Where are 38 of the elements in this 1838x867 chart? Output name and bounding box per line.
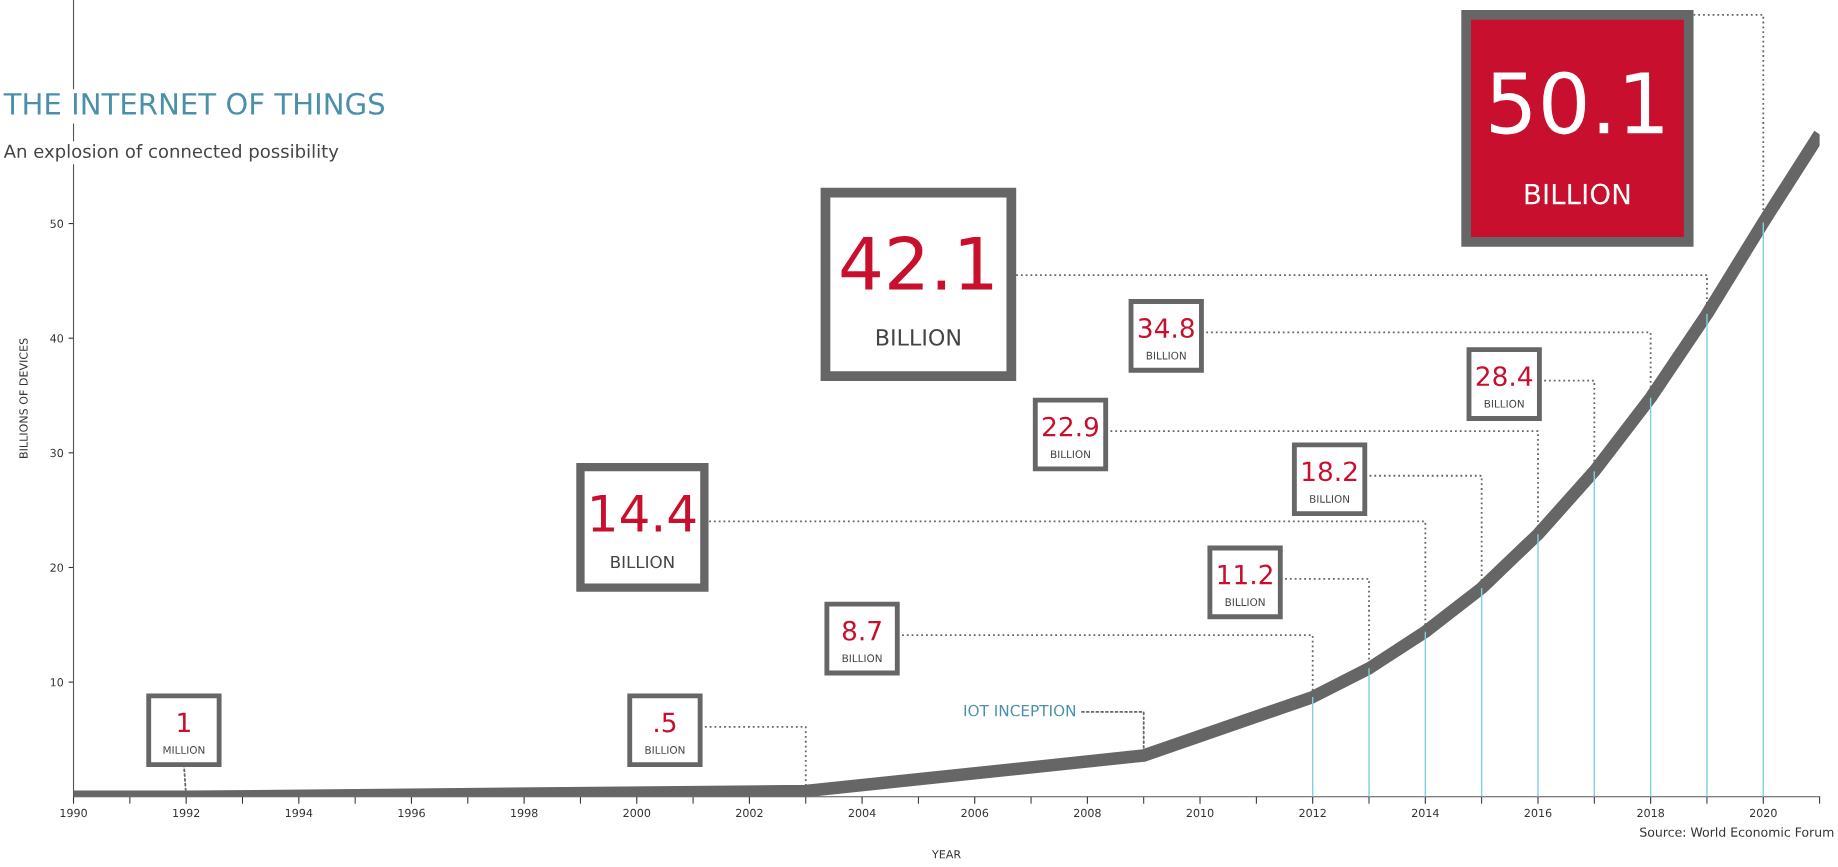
data-label: 14.4 BILLION [592, 495, 696, 569]
x-tick-label: 2004 [848, 808, 876, 818]
source-note: Source: World Economic Forum [1640, 827, 1834, 837]
x-tick-label: 2008 [1074, 808, 1101, 818]
text: THE INTERNET OF THINGS [3, 92, 385, 115]
annotation: IOT INCEPTION [964, 704, 1076, 717]
x-tick-label: 2010 [1186, 808, 1214, 818]
text: An explosion of connected possibility [3, 144, 339, 162]
x-tick-label: 2018 [1637, 808, 1665, 818]
x-tick-label: 2012 [1299, 808, 1326, 818]
y-tick-label: 50 [50, 219, 64, 228]
y-tick-label: 20 [50, 563, 64, 572]
x-axis-title: YEAR [931, 850, 961, 859]
x-tick-label: 2020 [1749, 808, 1777, 818]
data-label: 50.1 BILLION [1491, 71, 1663, 205]
x-tick-label: 1994 [285, 808, 313, 818]
x-tick-label: 1996 [398, 808, 425, 818]
x-tick-label: 2016 [1524, 808, 1552, 818]
annotation: 1 MILLION [163, 712, 205, 754]
x-tick-label: 2006 [961, 808, 989, 818]
x-tick-label: 2000 [623, 808, 651, 818]
x-tick-label: 1998 [511, 808, 538, 818]
y-axis-title: BILLIONS OF DEVICES [19, 338, 28, 458]
data-label: .5 BILLION [645, 712, 685, 754]
data-label: 42.1 BILLION [841, 235, 993, 346]
y-tick-label: 40 [50, 334, 64, 343]
y-tick-label: 30 [50, 448, 64, 458]
data-label: 18.2 BILLION [1303, 461, 1357, 503]
x-tick-label: 2002 [736, 808, 763, 818]
y-tick-label: 10 [50, 678, 64, 687]
data-label: 22.9 BILLION [1043, 416, 1099, 459]
data-label: 8.7 BILLION [842, 620, 882, 663]
x-tick-label: 1990 [60, 808, 87, 818]
data-label: 11.2 BILLION [1218, 564, 1272, 607]
x-tick-label: 1992 [173, 808, 200, 818]
x-tick-label: 2014 [1412, 808, 1439, 818]
data-label: 28.4 BILLION [1476, 366, 1533, 408]
data-label: 34.8 BILLION [1138, 318, 1194, 360]
